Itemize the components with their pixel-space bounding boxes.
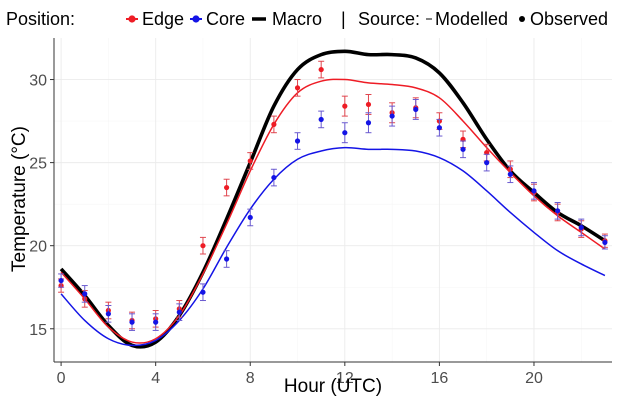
observed-point-core bbox=[247, 214, 253, 221]
observed-point-edge bbox=[294, 85, 301, 91]
observed-point-edge bbox=[247, 158, 253, 164]
legend-macro-label: Macro bbox=[272, 9, 322, 29]
x-tick-label: 20 bbox=[525, 370, 543, 387]
legend-core-label: Core bbox=[206, 9, 245, 29]
observed-point-core bbox=[224, 256, 230, 262]
observed-point-core bbox=[602, 239, 608, 245]
modelled-lines bbox=[59, 49, 606, 349]
observed-point-core bbox=[484, 160, 490, 166]
observed-point-core bbox=[531, 188, 537, 194]
observed-point-core bbox=[129, 319, 135, 325]
observed-point-core bbox=[58, 277, 64, 284]
modelled-line-core bbox=[60, 146, 606, 347]
observed-point-core bbox=[578, 224, 584, 231]
observed-point-core bbox=[271, 174, 277, 181]
x-tick-label: 0 bbox=[57, 370, 66, 387]
observed-point-core bbox=[413, 106, 419, 113]
grid bbox=[54, 38, 612, 362]
observed-point-edge bbox=[224, 184, 230, 191]
observed-point-core bbox=[389, 113, 395, 119]
x-tick-label: 8 bbox=[246, 370, 255, 387]
y-tick-label: 30 bbox=[29, 73, 47, 90]
y-axis-title: Temperature (°C) bbox=[9, 126, 30, 272]
observed-point-edge bbox=[365, 101, 372, 108]
legend-separator: | bbox=[341, 9, 346, 29]
observed-point-core bbox=[200, 289, 206, 295]
observed-point-core bbox=[176, 309, 182, 315]
y-tick-label: 25 bbox=[29, 156, 47, 173]
x-axis-title: Hour (UTC) bbox=[284, 376, 382, 397]
observed-point-edge bbox=[200, 243, 206, 249]
observed-point-core bbox=[507, 171, 513, 177]
legend-modelled-label: Modelled bbox=[435, 9, 508, 29]
axes: 0 4 8 12 16 20 15 20 25 30 bbox=[29, 38, 612, 387]
observed-point-core bbox=[82, 291, 88, 297]
observed-point-core bbox=[318, 116, 324, 123]
observed-points bbox=[58, 60, 608, 331]
legend-observed-label: Observed bbox=[530, 9, 608, 29]
legend-observed-dot bbox=[519, 16, 525, 22]
legend-position-title: Position: bbox=[6, 9, 75, 29]
observed-point-edge bbox=[342, 103, 348, 109]
observed-point-core bbox=[105, 311, 111, 317]
modelled-line-edge bbox=[60, 78, 606, 344]
observed-point-core bbox=[555, 208, 561, 214]
observed-point-core bbox=[342, 130, 348, 136]
x-tick-label: 12 bbox=[336, 370, 354, 387]
observed-point-edge bbox=[271, 121, 277, 127]
legend-source-title: Source: bbox=[358, 9, 420, 29]
observed-point-core bbox=[436, 125, 442, 131]
x-tick-label: 16 bbox=[430, 370, 448, 387]
legend-edge-label: Edge bbox=[142, 9, 184, 29]
observed-point-core bbox=[365, 120, 372, 126]
y-tick-label: 20 bbox=[29, 239, 47, 256]
observed-point-core bbox=[294, 138, 301, 144]
y-tick-label: 15 bbox=[29, 322, 47, 339]
observed-point-core bbox=[153, 319, 159, 325]
observed-point-core bbox=[460, 146, 466, 152]
observed-point-edge bbox=[318, 66, 324, 73]
modelled-line-macro bbox=[59, 49, 606, 349]
legend: Position: Edge Core Macro | Source: Mode… bbox=[6, 9, 608, 29]
x-tick-label: 4 bbox=[151, 370, 160, 387]
